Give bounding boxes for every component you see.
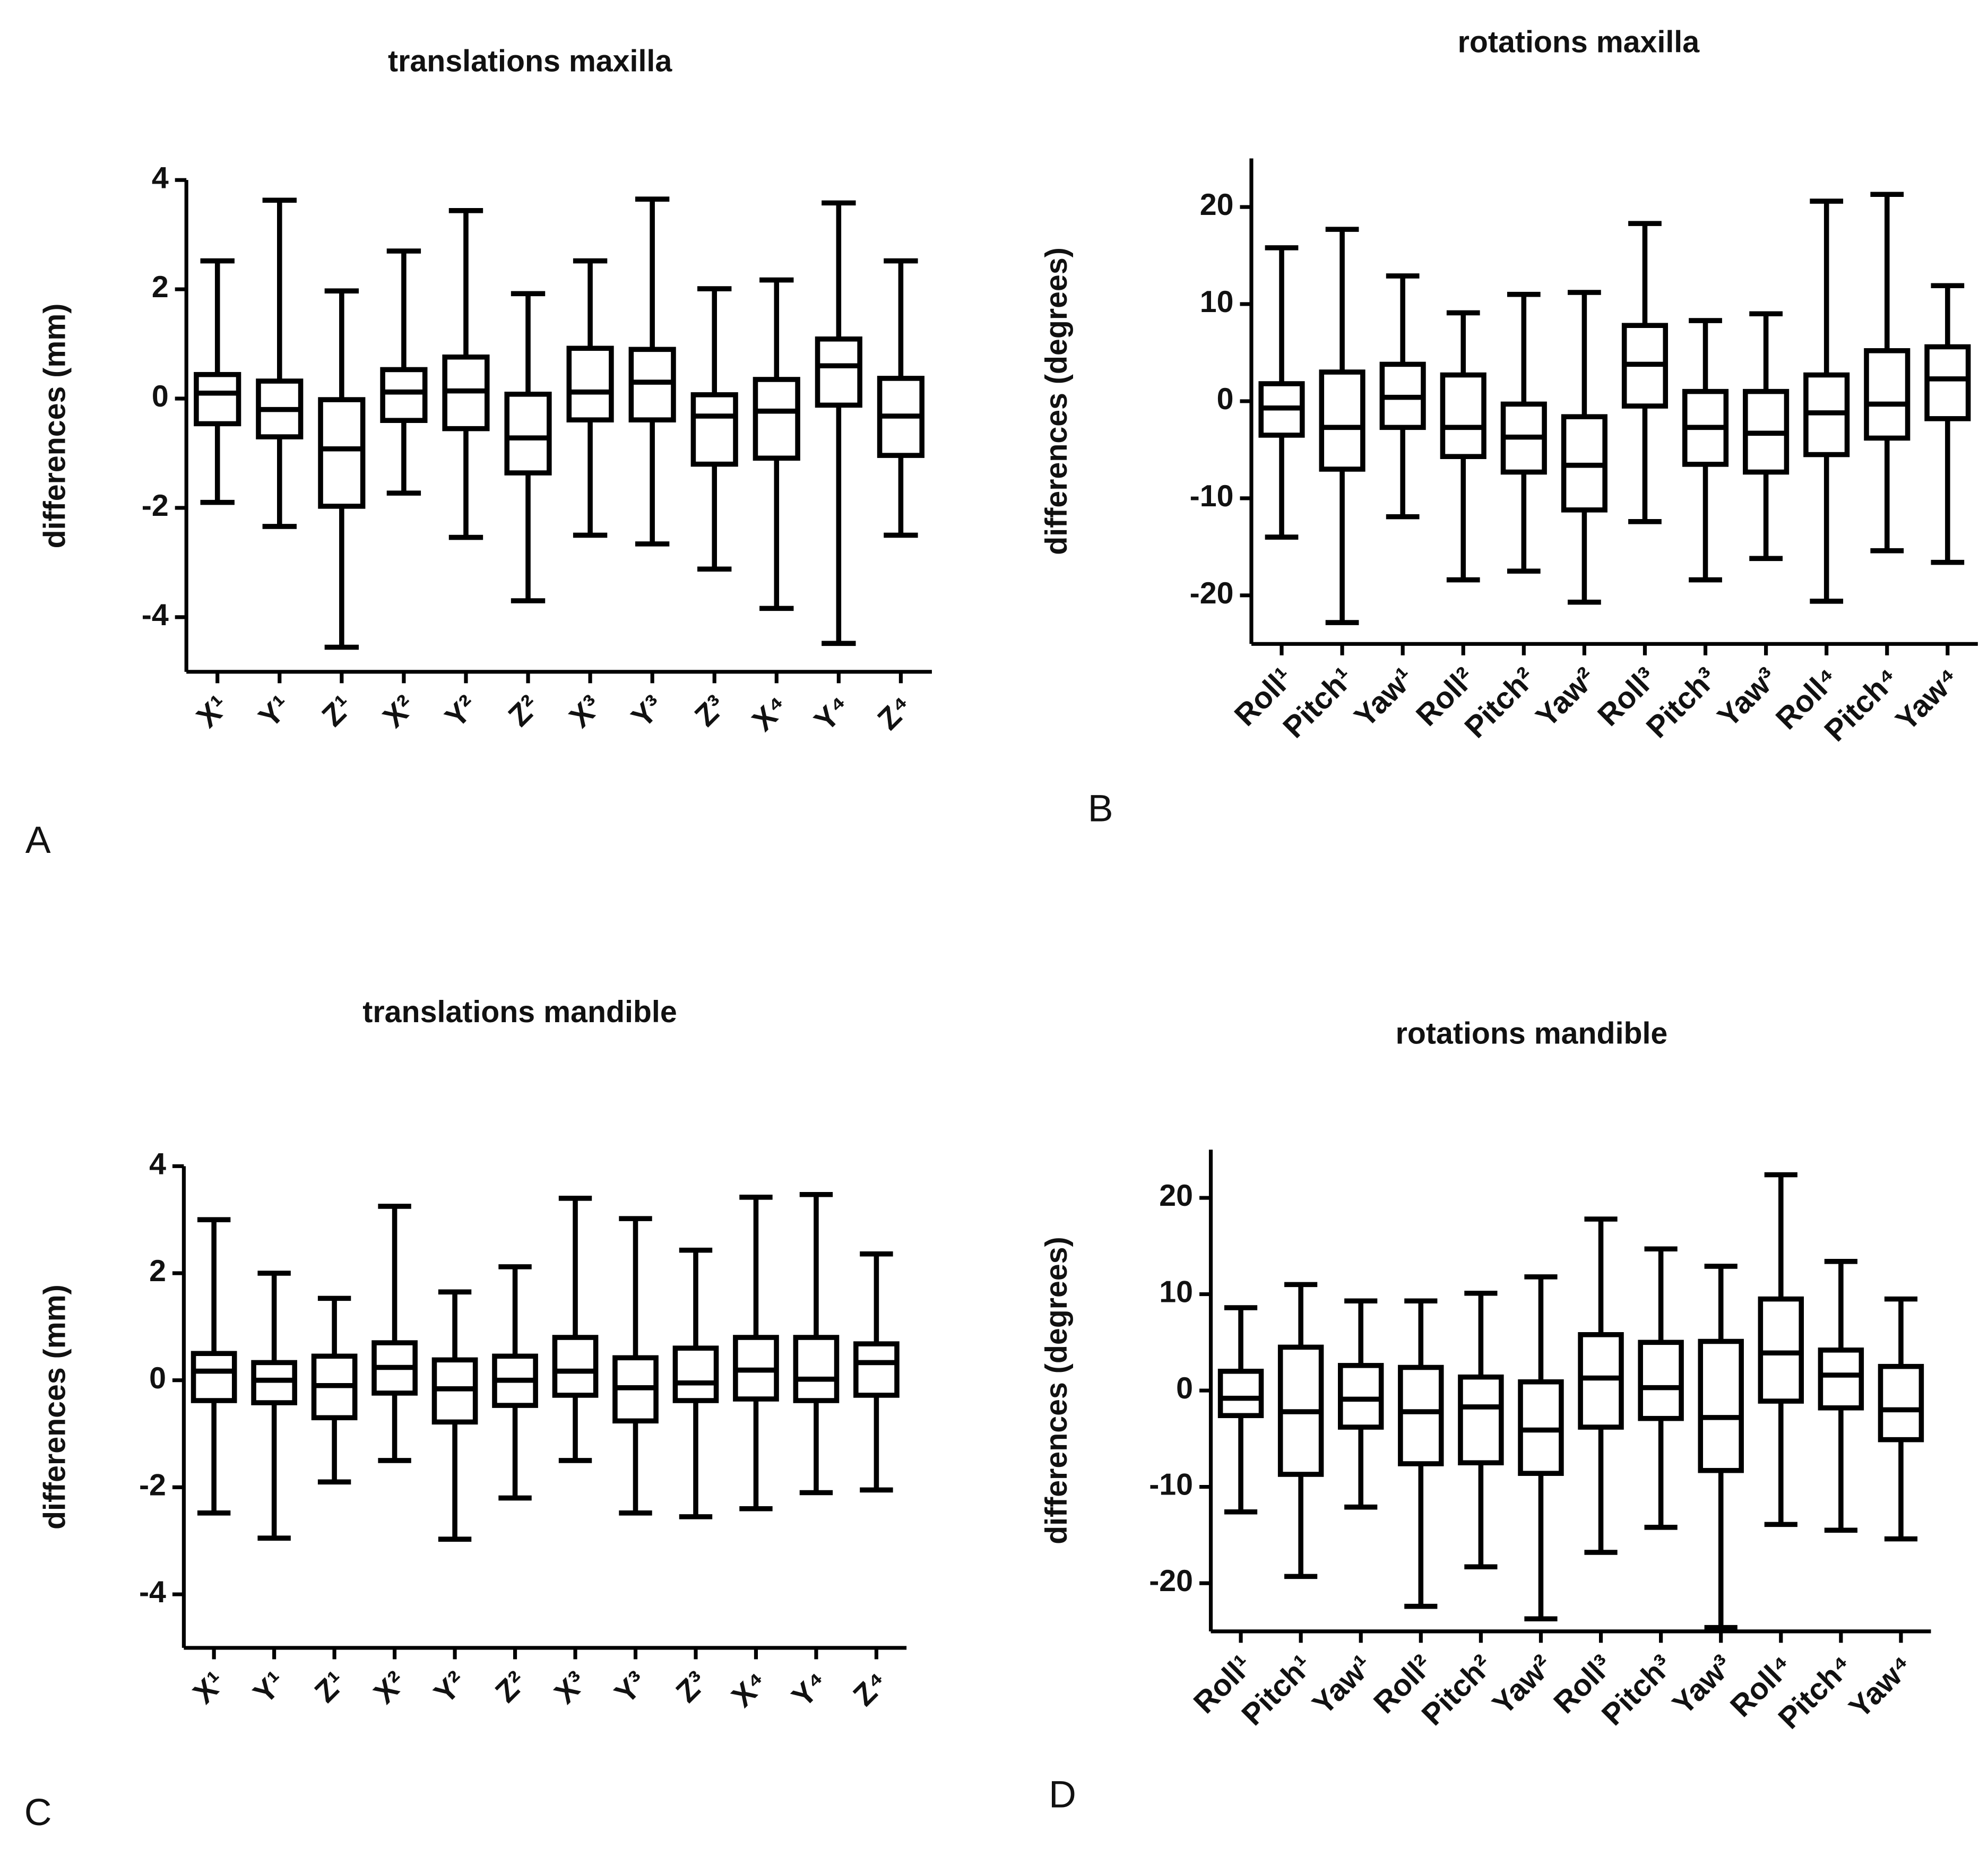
x-tick-label: Yaw²: [1486, 1648, 1559, 1722]
chart-title: translations mandible: [362, 995, 677, 1029]
x-tick-label: Y³: [625, 689, 671, 735]
y-tick-label: 0: [1217, 382, 1234, 416]
box: [1319, 369, 1365, 472]
box: [1578, 1332, 1624, 1430]
x-tick-label: X³: [548, 1665, 593, 1711]
box: [1864, 348, 1911, 441]
box: [753, 377, 800, 461]
x-tick-label: Y¹: [247, 1665, 292, 1711]
box: [552, 1335, 599, 1398]
box: [1217, 1368, 1264, 1419]
box: [1924, 344, 1971, 421]
x-tick-label: Z²: [489, 1665, 533, 1709]
box: [380, 367, 428, 423]
y-tick-label: 4: [149, 1147, 166, 1181]
box: [1440, 372, 1486, 459]
x-tick-label: Z¹: [316, 689, 360, 733]
box: [1458, 1374, 1504, 1465]
x-tick-label: Z⁴: [847, 1665, 895, 1713]
x-tick-label: Z⁴: [871, 689, 919, 737]
x-tick-label: Z³: [688, 689, 733, 733]
box: [690, 392, 738, 467]
box: [1878, 1363, 1924, 1443]
x-tick-label: X²: [367, 1665, 413, 1711]
box: [1698, 1338, 1744, 1473]
y-tick-label: 0: [152, 379, 169, 413]
x-tick-label: Yaw³: [1666, 1648, 1739, 1722]
y-axis-label: differences (mm): [38, 304, 72, 549]
y-tick-label: -10: [1190, 479, 1234, 513]
panel-label: A: [25, 819, 51, 861]
x-tick-label: Z¹: [308, 1665, 353, 1709]
y-axis-label: differences (degrees): [1040, 1237, 1074, 1544]
x-tick-label: Pitch¹: [1276, 661, 1360, 745]
x-tick-label: Y²: [428, 1665, 473, 1711]
x-tick-label: X³: [563, 689, 609, 735]
x-tick-label: Pitch³: [1640, 661, 1724, 745]
x-tick-label: X⁴: [725, 1665, 774, 1714]
x-tick-label: Z³: [670, 1665, 714, 1709]
x-tick-label: Y³: [608, 1665, 654, 1711]
x-tick-label: X¹: [187, 1665, 232, 1711]
y-tick-label: -4: [139, 1575, 166, 1609]
x-tick-label: Yaw¹: [1306, 1648, 1379, 1722]
box: [1758, 1296, 1804, 1404]
x-tick-label: Y²: [438, 689, 484, 735]
box: [566, 346, 614, 422]
box: [194, 372, 241, 427]
y-tick-label: -2: [142, 489, 169, 523]
box: [318, 397, 366, 509]
box: [191, 1351, 237, 1403]
y-tick-label: 10: [1200, 285, 1234, 319]
y-axis-label: differences (degrees): [1040, 247, 1074, 555]
y-tick-label: 0: [149, 1361, 166, 1395]
y-tick-label: -20: [1190, 576, 1234, 610]
x-tick-label: Z²: [502, 689, 547, 733]
chart-title: rotations maxilla: [1458, 25, 1700, 59]
y-axis-label: differences (mm): [38, 1284, 72, 1530]
box: [1338, 1363, 1384, 1430]
box: [672, 1345, 719, 1403]
x-tick-label: Yaw³: [1711, 661, 1784, 734]
box: [1398, 1364, 1444, 1466]
x-tick-label: Yaw⁴: [1843, 1648, 1919, 1725]
x-tick-label: X²: [376, 689, 422, 735]
box: [815, 336, 862, 408]
box: [793, 1335, 840, 1403]
box: [853, 1341, 900, 1398]
x-tick-label: X⁴: [746, 689, 794, 738]
y-tick-label: -10: [1149, 1468, 1193, 1502]
x-tick-label: Pitch²: [1458, 661, 1542, 745]
panel-label: B: [1088, 788, 1113, 830]
y-tick-label: 10: [1159, 1275, 1193, 1309]
panel-label: D: [1049, 1774, 1076, 1816]
y-tick-label: -4: [142, 598, 169, 632]
x-tick-label: Yaw²: [1529, 661, 1603, 734]
x-tick-label: Yaw¹: [1348, 661, 1421, 734]
box: [1638, 1340, 1684, 1421]
y-tick-label: 20: [1200, 188, 1234, 222]
y-tick-label: 2: [152, 270, 169, 304]
chart-title: translations maxilla: [388, 45, 672, 79]
y-tick-label: 2: [149, 1254, 166, 1288]
box: [504, 392, 552, 476]
x-tick-label: Y⁴: [808, 689, 857, 738]
x-tick-label: Y⁴: [785, 1665, 834, 1714]
x-tick-label: Yaw⁴: [1889, 661, 1966, 737]
x-tick-label: Y¹: [252, 689, 298, 735]
x-tick-label: X¹: [190, 689, 236, 735]
y-tick-label: 20: [1159, 1179, 1193, 1213]
y-tick-label: 4: [152, 161, 169, 195]
chart-title: rotations mandible: [1396, 1016, 1668, 1050]
y-tick-label: -20: [1149, 1564, 1193, 1598]
panel-label: C: [24, 1791, 52, 1834]
y-tick-label: 0: [1176, 1371, 1193, 1405]
box: [1818, 1348, 1864, 1411]
y-tick-label: -2: [139, 1469, 166, 1502]
